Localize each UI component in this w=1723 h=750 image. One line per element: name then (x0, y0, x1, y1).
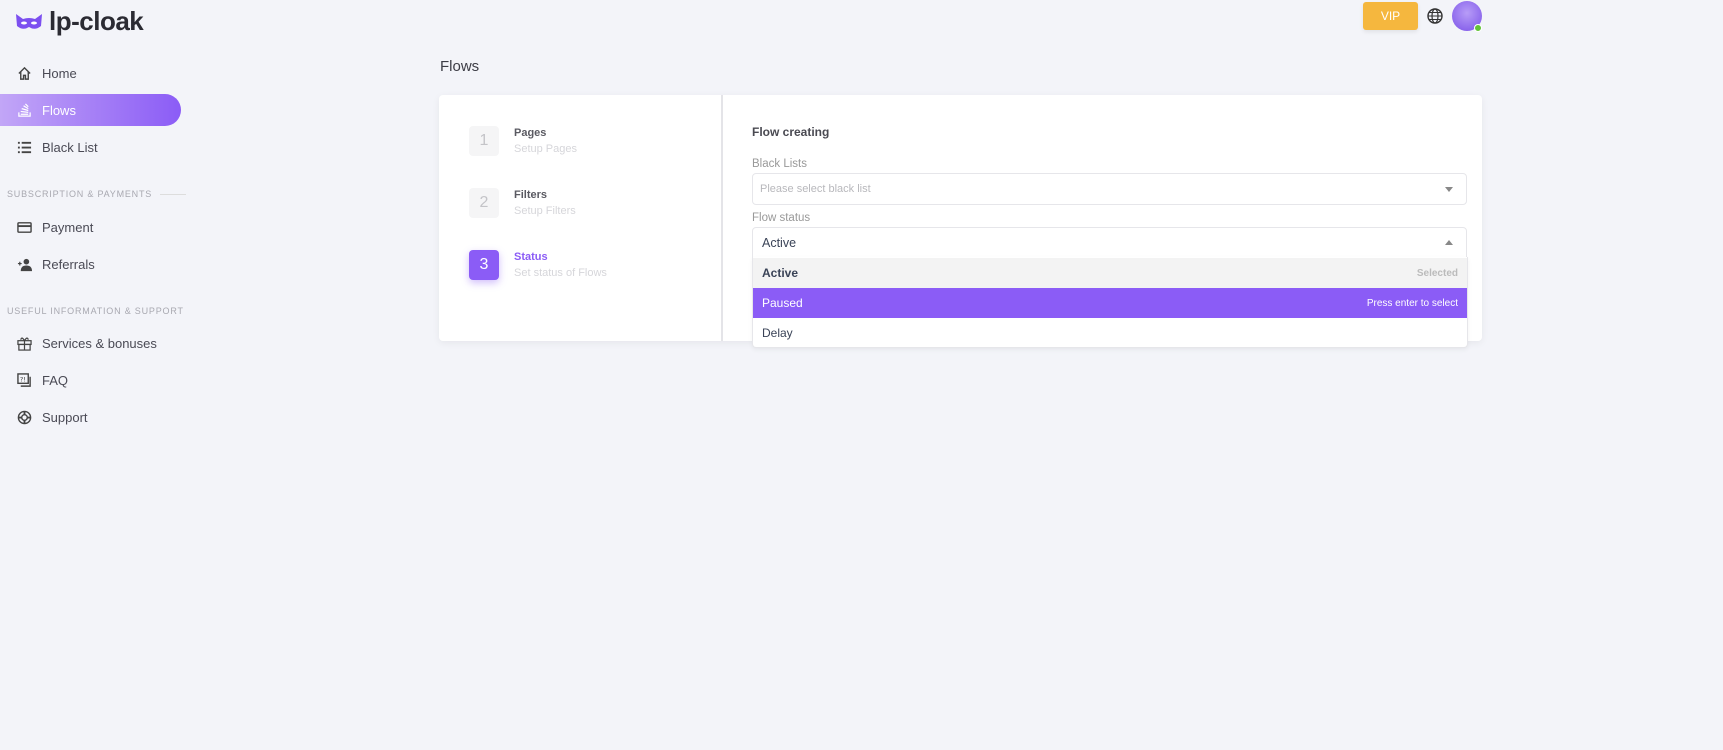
globe-icon[interactable] (1427, 8, 1443, 24)
svg-text:?!: ?! (20, 375, 26, 383)
sidebar-item-faq[interactable]: ?! FAQ (0, 364, 181, 396)
chevron-down-icon (1445, 186, 1453, 192)
black-lists-select[interactable]: Please select black list (752, 173, 1467, 205)
option-label: Delay (762, 326, 793, 340)
sidebar-item-label: FAQ (42, 372, 69, 388)
step-1-number[interactable]: 1 (469, 126, 499, 156)
flow-status-value: Active (762, 235, 797, 250)
sidebar-item-black-list[interactable]: Black List (0, 131, 181, 163)
option-active[interactable]: Active Selected (753, 258, 1467, 288)
flow-status-label: Flow status (752, 212, 811, 224)
section-support: USEFUL INFORMATION & SUPPORT (7, 306, 184, 316)
black-lists-placeholder: Please select black list (760, 183, 871, 195)
option-hint: Selected (1416, 267, 1458, 279)
option-paused[interactable]: Paused Press enter to select (753, 288, 1467, 318)
faq-icon: ?! (17, 372, 31, 387)
form-heading: Flow creating (752, 125, 830, 139)
sidebar-item-label: Flows (42, 102, 76, 118)
sidebar-item-referrals[interactable]: Referrals (0, 248, 181, 280)
step-3-title[interactable]: Status (514, 251, 548, 263)
stack-icon (18, 103, 31, 117)
sidebar-item-label: Payment (42, 219, 94, 235)
step-1-subtitle: Setup Pages (514, 143, 577, 155)
step-1-title[interactable]: Pages (514, 127, 547, 139)
sidebar-item-label: Services & bonuses (42, 335, 157, 351)
step-2-title[interactable]: Filters (514, 189, 548, 201)
black-lists-label: Black Lists (752, 158, 807, 170)
option-label: Paused (762, 296, 803, 310)
credit-card-icon (17, 221, 32, 233)
mask-logo-icon (16, 13, 42, 29)
flow-status-select[interactable]: Active (752, 227, 1467, 258)
divider (721, 95, 723, 341)
sidebar-item-label: Referrals (42, 256, 95, 272)
home-icon (18, 66, 31, 80)
page-title: Flows (440, 58, 480, 75)
section-title: USEFUL INFORMATION & SUPPORT (7, 306, 184, 316)
step-2-subtitle: Setup Filters (514, 205, 576, 217)
sidebar-item-label: Home (42, 65, 77, 81)
list-icon (17, 141, 32, 153)
section-title: SUBSCRIPTION & PAYMENTS (7, 189, 153, 199)
chevron-up-icon (1445, 240, 1453, 245)
gift-icon (17, 337, 32, 351)
online-status-dot (1474, 24, 1482, 32)
step-2-number[interactable]: 2 (469, 188, 499, 218)
step-3-number[interactable]: 3 (469, 250, 499, 280)
lifebuoy-icon (17, 410, 32, 424)
user-plus-icon (17, 258, 32, 271)
sidebar-item-home[interactable]: Home (0, 57, 181, 89)
logo[interactable]: lp-cloak (15, 6, 144, 37)
option-delay[interactable]: Delay (753, 318, 1467, 348)
brand-name: lp-cloak (49, 6, 144, 36)
sidebar-item-label: Black List (42, 139, 98, 155)
sidebar-item-services[interactable]: Services & bonuses (0, 327, 181, 359)
sidebar-item-payment[interactable]: Payment (0, 211, 181, 243)
step-3-subtitle: Set status of Flows (514, 267, 607, 279)
section-subscription: SUBSCRIPTION & PAYMENTS (7, 189, 187, 199)
sidebar-item-flows[interactable]: Flows (0, 94, 181, 126)
option-hint: Press enter to select (1366, 297, 1458, 309)
sidebar-item-label: Support (42, 409, 88, 425)
option-label: Active (762, 266, 799, 280)
vip-button[interactable]: VIP (1363, 2, 1418, 30)
sidebar-item-support[interactable]: Support (0, 401, 181, 433)
